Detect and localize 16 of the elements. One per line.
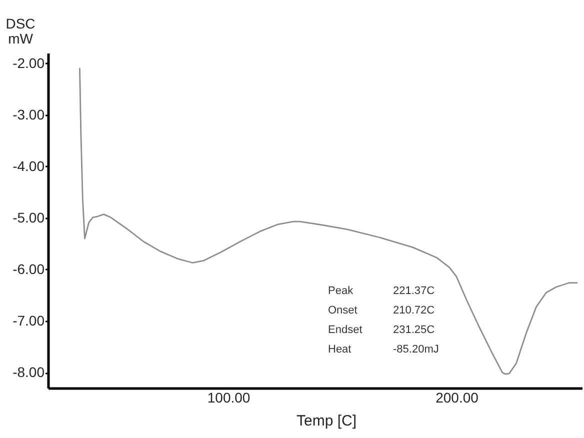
y-tick-label: -7.00 xyxy=(12,312,45,328)
y-tick-label: -8.00 xyxy=(12,364,45,380)
line-series xyxy=(79,68,578,375)
x-tick-label: 200.00 xyxy=(436,390,479,406)
y-tick-label: -6.00 xyxy=(12,260,45,277)
y-tick-label: -5.00 xyxy=(12,209,45,226)
text: Endset 231.25C xyxy=(328,324,435,336)
y-axis-title: DSC mW xyxy=(6,16,36,46)
text: Onset 210.72C xyxy=(328,304,435,316)
y-tick-label: -3.00 xyxy=(12,106,45,122)
y-tick-label: -4.00 xyxy=(12,158,45,174)
x-axis-title: Temp [C] xyxy=(296,412,357,430)
y-tick-label: -2.00 xyxy=(12,54,45,71)
text: Peak 221.37C xyxy=(328,285,435,297)
x-tick-label: 100.00 xyxy=(207,390,250,406)
text: Heat -85.20mJ xyxy=(328,344,439,356)
